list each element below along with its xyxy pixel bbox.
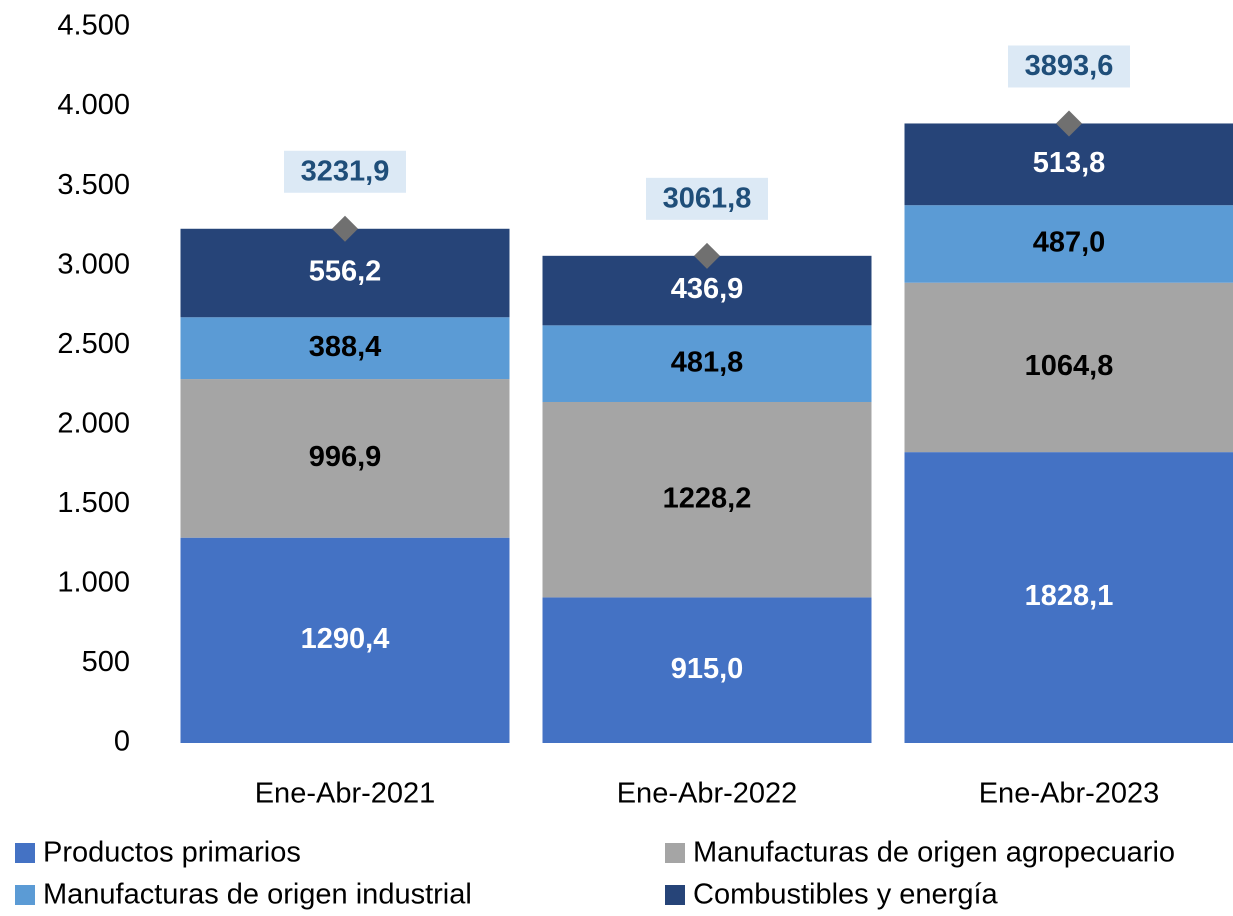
x-tick-label: Ene-Abr-2022	[617, 778, 798, 810]
value-label: 996,9	[309, 441, 382, 473]
y-tick-label: 2.000	[57, 407, 130, 439]
value-label: 481,8	[671, 346, 744, 378]
bar-segment	[904, 452, 1233, 743]
bar-segment	[542, 401, 872, 598]
total-label-box	[1008, 45, 1130, 88]
value-label: 1064,8	[1025, 350, 1114, 382]
bar-segment	[542, 597, 872, 743]
total-label: 3231,9	[301, 155, 390, 187]
y-tick-label: 1.000	[57, 567, 130, 599]
bar-segment	[904, 123, 1233, 206]
y-tick-label: 4.000	[57, 89, 130, 121]
value-label: 513,8	[1033, 147, 1106, 179]
legend-label: Manufacturas de origen industrial	[43, 879, 472, 911]
value-label: 436,9	[671, 273, 744, 305]
total-label: 3893,6	[1025, 50, 1114, 82]
y-tick-label: 4.500	[57, 10, 130, 42]
bar-segment	[180, 228, 510, 318]
legend-label: Combustibles y energía	[693, 879, 999, 911]
value-label: 1228,2	[663, 482, 752, 514]
value-label: 915,0	[671, 653, 744, 685]
value-label: 1290,4	[301, 623, 390, 655]
legend-label: Productos primarios	[43, 837, 301, 869]
total-marker	[332, 215, 358, 242]
value-label: 556,2	[309, 256, 382, 288]
legend-swatch	[15, 885, 35, 905]
y-tick-label: 1.500	[57, 487, 130, 519]
value-label: 487,0	[1033, 227, 1106, 259]
y-tick-label: 3.500	[57, 169, 130, 201]
y-tick-label: 500	[82, 646, 130, 678]
total-label-box	[284, 150, 406, 193]
bar-segment	[904, 205, 1233, 283]
x-tick-label: Ene-Abr-2021	[255, 778, 436, 810]
total-label-box	[646, 177, 768, 220]
y-tick-label: 3.000	[57, 248, 130, 280]
bar-segment	[542, 325, 872, 402]
total-marker	[1056, 110, 1082, 137]
legend-swatch	[665, 885, 685, 905]
y-tick-label: 2.500	[57, 328, 130, 360]
x-tick-label: Ene-Abr-2023	[979, 778, 1160, 810]
legend-swatch	[665, 843, 685, 863]
value-label: 1828,1	[1025, 580, 1114, 612]
bar-segment	[180, 537, 510, 743]
value-label: 388,4	[309, 331, 382, 363]
bar-segment	[180, 317, 510, 380]
y-tick-label: 0	[114, 726, 130, 758]
legend-swatch	[15, 843, 35, 863]
total-label: 3061,8	[663, 182, 752, 214]
bar-segment	[180, 379, 510, 538]
legend-label: Manufacturas de origen agropecuario	[693, 837, 1175, 869]
total-marker	[694, 242, 720, 269]
bar-segment	[904, 282, 1233, 453]
